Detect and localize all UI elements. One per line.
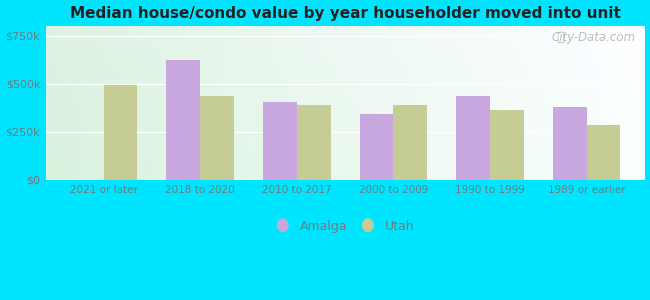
Title: Median house/condo value by year householder moved into unit: Median house/condo value by year househo… bbox=[70, 6, 621, 21]
Text: ⓘ: ⓘ bbox=[556, 31, 564, 44]
Bar bbox=[552, 107, 586, 180]
Bar bbox=[586, 125, 620, 180]
Bar bbox=[456, 96, 490, 180]
Text: City-Data.com: City-Data.com bbox=[551, 31, 636, 44]
Bar bbox=[297, 105, 331, 180]
Bar bbox=[200, 96, 234, 180]
Legend: Amalga, Utah: Amalga, Utah bbox=[270, 215, 420, 238]
Bar bbox=[490, 110, 524, 180]
Bar bbox=[393, 105, 427, 180]
Bar bbox=[359, 114, 393, 180]
Bar bbox=[166, 61, 200, 180]
Bar bbox=[263, 102, 297, 180]
Bar bbox=[104, 85, 137, 180]
